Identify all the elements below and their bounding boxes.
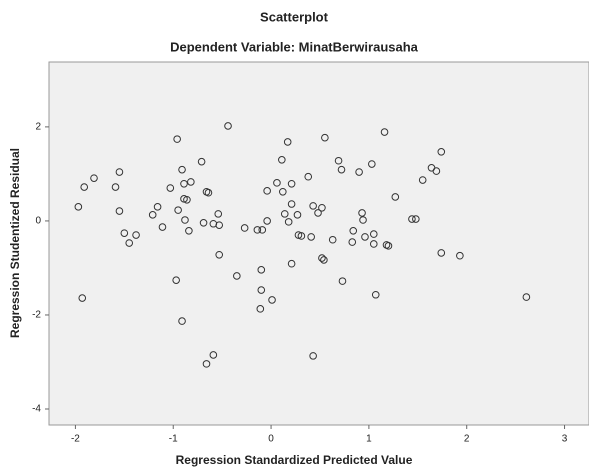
- x-axis-label: Regression Standardized Predicted Value: [176, 453, 413, 467]
- x-tick-label: 1: [366, 434, 372, 445]
- y-tick-label: 2: [35, 122, 41, 133]
- y-tick-label: 0: [35, 216, 41, 227]
- x-tick-label: 3: [562, 434, 568, 445]
- x-tick-label: 0: [268, 434, 274, 445]
- y-tick-label: -2: [32, 310, 41, 321]
- chart-title: Scatterplot: [260, 9, 329, 24]
- chart: Scatterplot Dependent Variable: MinatBer…: [0, 0, 589, 468]
- x-tick-label: 2: [464, 434, 470, 445]
- y-tick-label: -4: [32, 404, 41, 415]
- chart-subtitle: Dependent Variable: MinatBerwirausaha: [170, 39, 419, 54]
- y-axis-label: Regression Studentized Residual: [8, 148, 22, 338]
- x-tick-label: -1: [169, 434, 178, 445]
- plot-area: [49, 62, 589, 425]
- x-tick-label: -2: [71, 434, 80, 445]
